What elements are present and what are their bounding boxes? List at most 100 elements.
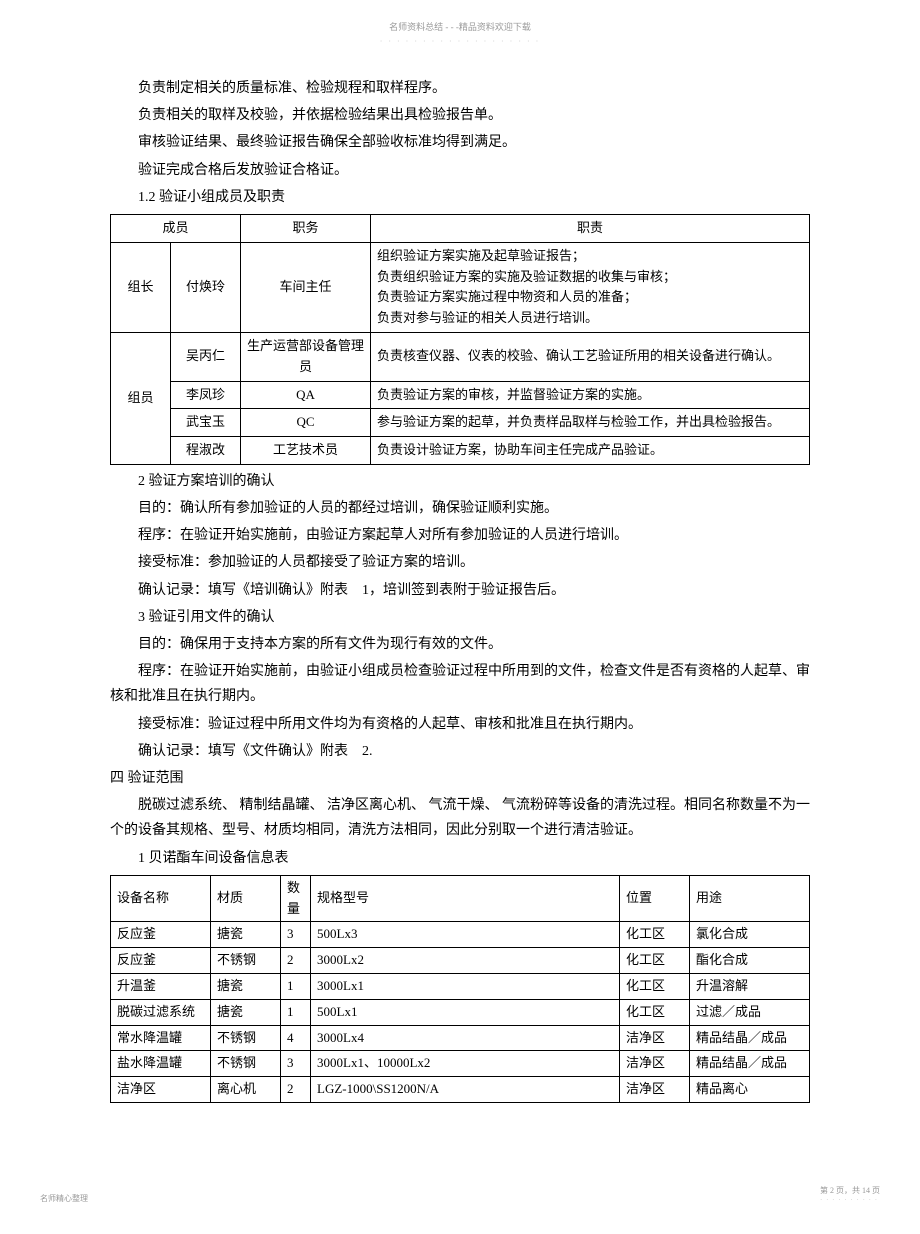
footer-left-text: 名师精心整理 [40,1193,88,1204]
table-row: 盐水降温罐 不锈钢 3 3000Lx1、10000Lx2 洁净区 精品结晶／成品 [111,1051,810,1077]
eq-cell: 3 [281,1051,311,1077]
member2-resp: 负责验证方案的审核，并监督验证方案的实施。 [371,381,810,409]
header-title: 名师资料总结 - - -精品资料欢迎下载 [0,20,920,33]
eq-cell: 3000Lx4 [311,1025,620,1051]
member3-position: QC [241,409,371,437]
eq-cell: 2 [281,1077,311,1103]
table-row: 组长 付焕玲 车间主任 组织验证方案实施及起草验证报告；负责组织验证方案的实施及… [111,242,810,332]
table-row: 武宝玉 QC 参与验证方案的起草，并负责样品取样与检验工作，并出具检验报告。 [111,409,810,437]
eq-cell: 洁净区 [620,1077,690,1103]
member1-position: 生产运营部设备管理员 [241,332,371,381]
eq-cell: 精品结晶／成品 [690,1025,810,1051]
eq-cell: 化工区 [620,973,690,999]
equipment-table: 设备名称 材质 数量 规格型号 位置 用途 反应釜 搪瓷 3 500Lx3 化工… [110,875,810,1103]
table-row: 脱碳过滤系统 搪瓷 1 500Lx1 化工区 过滤／成品 [111,999,810,1025]
eq-cell: 搪瓷 [211,999,281,1025]
eq-cell: 精品结晶／成品 [690,1051,810,1077]
intro-line-1: 负责制定相关的质量标准、检验规程和取样程序。 [110,76,810,101]
eq-cell: 洁净区 [111,1077,211,1103]
eq-cell: 化工区 [620,999,690,1025]
header-duty: 职务 [241,214,371,242]
intro-line-4: 验证完成合格后发放验证合格证。 [110,158,810,183]
member2-position: QA [241,381,371,409]
footer-left: 名师精心整理 [40,1193,88,1204]
eq-cell: 搪瓷 [211,973,281,999]
eq-cell: 3000Lx2 [311,948,620,974]
table-header-row: 成员 职务 职责 [111,214,810,242]
eq-cell: 升温溶解 [690,973,810,999]
eq-cell: 500Lx1 [311,999,620,1025]
member4-resp: 负责设计验证方案，协助车间主任完成产品验证。 [371,437,810,465]
member-role: 组员 [111,332,171,464]
header-member: 成员 [111,214,241,242]
main-content: 负责制定相关的质量标准、检验规程和取样程序。 负责相关的取样及校验，并依据检验结… [0,76,920,1103]
section2-title: 2 验证方案培训的确认 [110,469,810,494]
section4-title: 四 验证范围 [110,766,810,791]
eq-cell: 化工区 [620,922,690,948]
table-row: 升温釜 搪瓷 1 3000Lx1 化工区 升温溶解 [111,973,810,999]
table-row: 李凤珍 QA 负责验证方案的审核，并监督验证方案的实施。 [111,381,810,409]
table-row: 常水降温罐 不锈钢 4 3000Lx4 洁净区 精品结晶／成品 [111,1025,810,1051]
table-row: 洁净区 离心机 2 LGZ-1000\SS1200N/A 洁净区 精品离心 [111,1077,810,1103]
section3-line3: 接受标准：验证过程中所用文件均为有资格的人起草、审核和批准且在执行期内。 [110,712,810,737]
team-table: 成员 职务 职责 组长 付焕玲 车间主任 组织验证方案实施及起草验证报告；负责组… [110,214,810,465]
section2-line2: 程序：在验证开始实施前，由验证方案起草人对所有参加验证的人员进行培训。 [110,523,810,548]
header-responsibility: 职责 [371,214,810,242]
intro-line-3: 审核验证结果、最终验证报告确保全部验收标准均得到满足。 [110,130,810,155]
eq-header-location: 位置 [620,875,690,922]
section3-line4: 确认记录：填写《文件确认》附表 2. [110,739,810,764]
eq-cell: 常水降温罐 [111,1025,211,1051]
member1-name: 吴丙仁 [171,332,241,381]
footer-dots: · · · · · · · · · · [820,1196,880,1204]
eq-cell: 盐水降温罐 [111,1051,211,1077]
eq-cell: 搪瓷 [211,922,281,948]
section2-line4: 确认记录：填写《培训确认》附表 1，培训签到表附于验证报告后。 [110,578,810,603]
eq-cell: 脱碳过滤系统 [111,999,211,1025]
section3-line2: 程序：在验证开始实施前，由验证小组成员检查验证过程中所用到的文件，检查文件是否有… [110,659,810,709]
eq-cell: 氯化合成 [690,922,810,948]
section2-line3: 接受标准：参加验证的人员都接受了验证方案的培训。 [110,550,810,575]
member4-position: 工艺技术员 [241,437,371,465]
eq-cell: LGZ-1000\SS1200N/A [311,1077,620,1103]
eq-cell: 3 [281,922,311,948]
table-row: 反应釜 搪瓷 3 500Lx3 化工区 氯化合成 [111,922,810,948]
member2-name: 李凤珍 [171,381,241,409]
eq-header-spec: 规格型号 [311,875,620,922]
eq-cell: 离心机 [211,1077,281,1103]
member3-name: 武宝玉 [171,409,241,437]
eq-cell: 过滤／成品 [690,999,810,1025]
member4-name: 程淑改 [171,437,241,465]
section2-line1: 目的：确认所有参加验证的人员的都经过培训，确保验证顺利实施。 [110,496,810,521]
section4-line2: 1 贝诺酯车间设备信息表 [110,846,810,871]
leader-resp: 组织验证方案实施及起草验证报告；负责组织验证方案的实施及验证数据的收集与审核；负… [371,242,810,332]
section3-title: 3 验证引用文件的确认 [110,605,810,630]
eq-cell: 洁净区 [620,1025,690,1051]
eq-header-usage: 用途 [690,875,810,922]
eq-cell: 不锈钢 [211,948,281,974]
eq-header-material: 材质 [211,875,281,922]
eq-cell: 4 [281,1025,311,1051]
section4-line1: 脱碳过滤系统、 精制结晶罐、 洁净区离心机、 气流干燥、 气流粉碎等设备的清洗过… [110,793,810,843]
leader-role: 组长 [111,242,171,332]
eq-cell: 酯化合成 [690,948,810,974]
table-row: 组员 吴丙仁 生产运营部设备管理员 负责核查仪器、仪表的校验、确认工艺验证所用的… [111,332,810,381]
eq-cell: 2 [281,948,311,974]
footer-right: 第 2 页，共 14 页 · · · · · · · · · · [820,1185,880,1204]
eq-cell: 升温釜 [111,973,211,999]
eq-cell: 洁净区 [620,1051,690,1077]
footer-right-text: 第 2 页，共 14 页 [820,1185,880,1196]
eq-cell: 反应釜 [111,922,211,948]
table-row: 程淑改 工艺技术员 负责设计验证方案，协助车间主任完成产品验证。 [111,437,810,465]
eq-cell: 1 [281,973,311,999]
member1-resp: 负责核查仪器、仪表的校验、确认工艺验证所用的相关设备进行确认。 [371,332,810,381]
eq-header-qty: 数量 [281,875,311,922]
eq-cell: 不锈钢 [211,1051,281,1077]
table-row: 反应釜 不锈钢 2 3000Lx2 化工区 酯化合成 [111,948,810,974]
intro-line-5: 1.2 验证小组成员及职责 [110,185,810,210]
eq-cell: 3000Lx1 [311,973,620,999]
leader-position: 车间主任 [241,242,371,332]
eq-cell: 500Lx3 [311,922,620,948]
eq-cell: 3000Lx1、10000Lx2 [311,1051,620,1077]
leader-name: 付焕玲 [171,242,241,332]
eq-cell: 反应釜 [111,948,211,974]
